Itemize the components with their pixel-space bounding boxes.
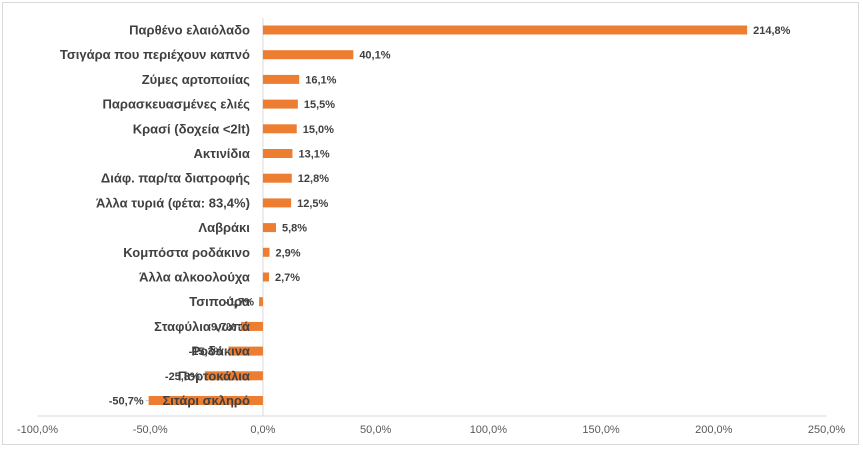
category-label: Πορτοκάλια <box>178 368 250 383</box>
bar <box>228 346 263 356</box>
value-label: 40,1% <box>359 50 390 62</box>
bar <box>204 371 263 381</box>
bar <box>262 124 297 134</box>
category-label: Σιτάρι σκληρό <box>163 393 250 408</box>
bar <box>241 321 263 331</box>
x-tick-label: -100,0% <box>17 424 58 436</box>
x-tick-label: 50,0% <box>360 424 391 436</box>
value-label: 5,8% <box>282 223 307 235</box>
bar <box>262 223 277 233</box>
category-label: Κομπόστα ροδάκινο <box>123 245 250 260</box>
value-label: -1,7% <box>225 297 254 309</box>
value-label: 214,8% <box>753 25 791 37</box>
value-label: 2,9% <box>275 247 300 259</box>
category-label: Τσιπούρα <box>189 294 250 309</box>
value-label: -9,7% <box>207 321 236 333</box>
value-label: 16,1% <box>305 74 336 86</box>
value-labels: 214,8% 40,1% 16,1% 15,5% 15,0% 13,1% 12,8% 12,5… <box>109 25 791 408</box>
x-tick-label: 150,0% <box>582 424 620 436</box>
bar <box>262 99 298 109</box>
category-label: Ζύμες αρτοποιίας <box>142 72 250 87</box>
bar <box>259 297 263 307</box>
bar <box>262 149 293 158</box>
category-label: Σταφύλια νωπά <box>154 319 250 334</box>
bar <box>262 25 748 35</box>
x-tick-label: -50,0% <box>133 424 168 436</box>
category-label: Άλλα αλκοολούχα <box>139 270 250 285</box>
category-labels: Παρθένο ελαιόλαδο Τσιγάρα που περιέχουν κ… <box>60 23 250 409</box>
x-tick-label: 200,0% <box>695 424 733 436</box>
bar <box>148 396 263 405</box>
chart-area <box>2 2 859 445</box>
bar <box>262 198 292 208</box>
value-label: 13,1% <box>298 149 329 161</box>
bar <box>262 50 354 60</box>
category-label: Ροδάκινα <box>191 344 250 359</box>
x-tick-label: 100,0% <box>470 424 508 436</box>
bar <box>262 173 292 183</box>
value-label: 12,8% <box>298 173 329 185</box>
category-label: Λαβράκι <box>198 220 250 235</box>
value-label: -15,3% <box>189 346 224 358</box>
category-label: Ακτινίδια <box>194 146 250 161</box>
category-label: Παρασκευασμένες ελιές <box>103 97 251 112</box>
x-tick-label: 250,0% <box>808 424 846 436</box>
value-label: 2,7% <box>275 272 300 284</box>
bar <box>262 74 300 84</box>
category-label: Τσιγάρα που περιέχουν καπνό <box>60 47 250 62</box>
value-label: 15,0% <box>303 124 334 136</box>
bar <box>262 272 270 282</box>
x-axis: -100,0% -50,0% 0,0% 50,0% 100,0% 150,0% 200,0%… <box>17 18 845 436</box>
x-tick-label: 0,0% <box>250 424 275 436</box>
category-label: Διάφ. παρ/τα διατροφής <box>101 171 250 186</box>
bar <box>262 247 270 257</box>
category-label: Κρασί (δοχεία <2lt) <box>133 121 250 136</box>
bars <box>148 25 748 405</box>
value-label: -25,8% <box>165 371 200 383</box>
category-label: Άλλα τυριά (φέτα: 83,4%) <box>96 195 250 210</box>
value-label: 12,5% <box>297 198 328 210</box>
category-label: Παρθένο ελαιόλαδο <box>129 23 250 38</box>
value-label: -50,7% <box>109 396 144 408</box>
value-label: 15,5% <box>304 99 335 111</box>
